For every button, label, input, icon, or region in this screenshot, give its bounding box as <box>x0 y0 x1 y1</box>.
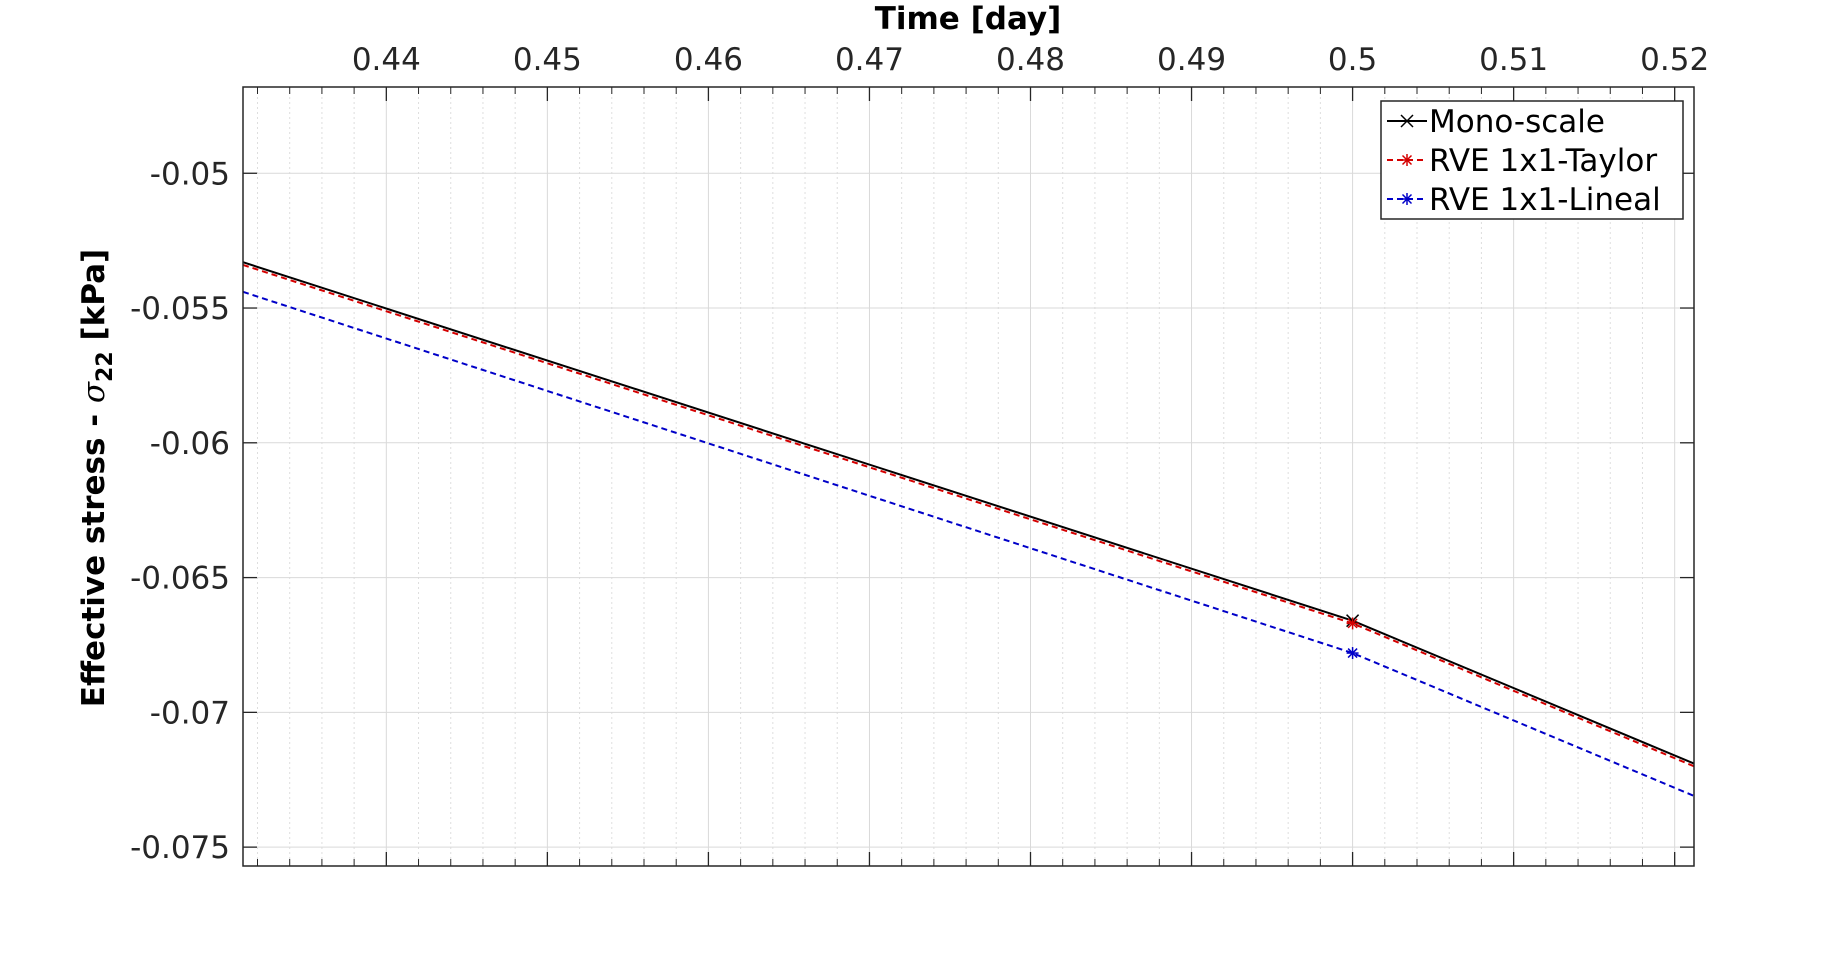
x-tick-label: 0.52 <box>1640 42 1709 78</box>
y-tick-label: -0.07 <box>150 695 230 731</box>
legend-marker-stroke-d <box>1401 154 1413 166</box>
x-tick-label: 0.5 <box>1328 42 1377 78</box>
series-line <box>242 263 1695 768</box>
tick-marks <box>243 87 1694 866</box>
y-tick-label: -0.055 <box>130 291 230 327</box>
axes-box <box>242 86 1695 867</box>
x-tick-label: 0.51 <box>1479 42 1548 78</box>
series-1 <box>242 263 1695 768</box>
series-marker-stroke-d <box>1347 618 1358 629</box>
legend-item: RVE 1x1-Taylor <box>1387 143 1657 179</box>
legend-marker-stroke-b <box>1400 114 1414 128</box>
y-axis-title-subscript: 22 <box>93 351 118 382</box>
x-tick-label: 0.44 <box>352 42 421 78</box>
series-line <box>242 290 1695 797</box>
y-tick-label: -0.065 <box>130 561 230 597</box>
y-axis-title-main: Effective stress - <box>76 403 112 707</box>
legend-box <box>1380 100 1684 220</box>
legend-marker-stroke-d <box>1401 193 1413 205</box>
x-tick-labels: 0.44 0.45 0.46 0.47 0.48 0.49 0.5 0.51 0.52 <box>352 42 1709 78</box>
y-tick-label: -0.06 <box>150 426 230 462</box>
legend-label: RVE 1x1-Taylor <box>1429 143 1657 179</box>
y-tick-label: -0.05 <box>150 156 230 192</box>
legend-label: RVE 1x1-Lineal <box>1429 182 1661 218</box>
series-2 <box>242 290 1695 797</box>
y-axis-title: Effective stress - σ22 [kPa] <box>76 249 118 707</box>
y-tick-labels: -0.05 -0.055 -0.06 -0.065 -0.07 -0.075 <box>130 156 230 866</box>
series-layer <box>242 261 1695 797</box>
x-tick-label: 0.47 <box>835 42 904 78</box>
x-tick-label: 0.45 <box>513 42 582 78</box>
x-tick-label: 0.49 <box>1157 42 1226 78</box>
x-tick-label: 0.48 <box>996 42 1065 78</box>
series-marker-stroke-d <box>1347 648 1358 659</box>
legend-label: Mono-scale <box>1429 104 1605 140</box>
legend-item: RVE 1x1-Lineal <box>1387 182 1661 218</box>
y-axis-title-unit: [kPa] <box>76 249 112 352</box>
x-tick-label: 0.46 <box>674 42 743 78</box>
legend-item: Mono-scale <box>1387 104 1605 140</box>
y-axis-title-sigma: σ <box>76 381 112 403</box>
y-tick-label: -0.075 <box>130 830 230 866</box>
x-axis-title: Time [day] <box>875 1 1062 37</box>
